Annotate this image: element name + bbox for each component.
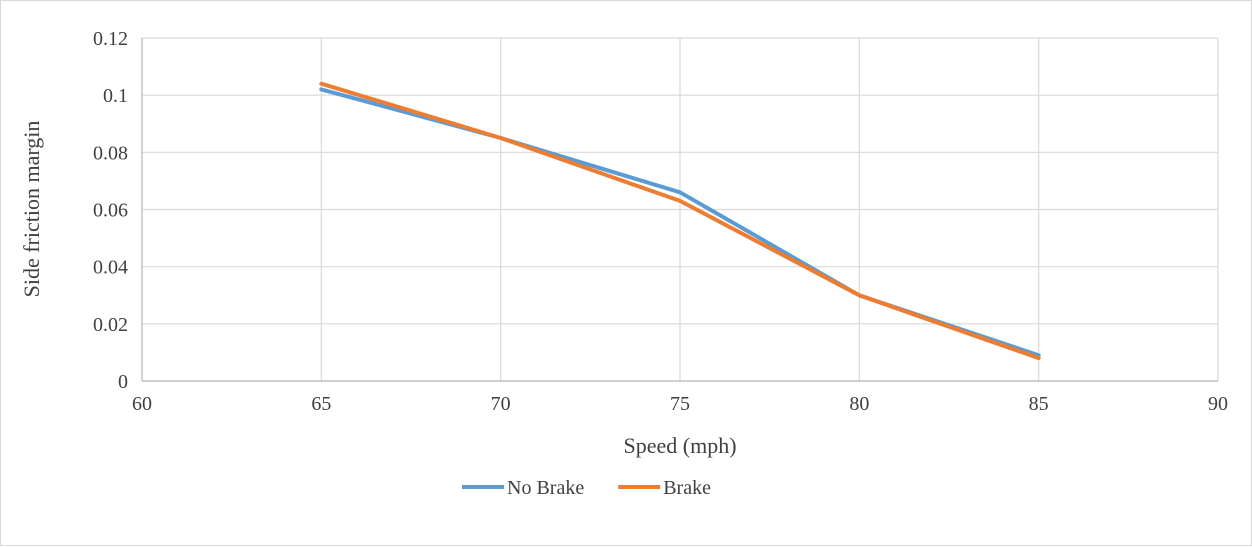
y-tick-label: 0.12 [93,28,128,50]
x-tick-label: 80 [849,393,869,415]
y-tick-label: 0.08 [93,142,128,164]
y-tick-label: 0.02 [93,314,128,336]
y-tick-label: 0.04 [93,257,128,279]
x-tick-label: 85 [1029,393,1049,415]
y-axis-title: Side friction margin [19,121,44,298]
y-tick-label: 0.06 [93,200,128,222]
series-layer [319,81,1041,361]
x-tick-label: 70 [491,393,511,415]
y-tick-label: 0 [118,371,128,393]
legend-label: Brake [663,477,711,499]
x-axis-title: Speed (mph) [623,433,736,458]
legend-label: No Brake [507,477,584,499]
x-tick-label: 60 [132,393,152,415]
legend: No Brake Brake [462,477,711,499]
legend-item-no-brake: No Brake [462,477,584,499]
x-tick-label: 65 [311,393,331,415]
y-tick-label: 0.1 [103,85,128,107]
x-tick-label: 75 [670,393,690,415]
series-line-brake [319,81,1041,361]
x-tick-label: 90 [1208,393,1228,415]
axes [141,38,1218,382]
legend-item-brake: Brake [618,477,711,499]
tick-labels: 0 0.02 0.04 0.06 0.08 0.1 0.12 60 65 70 75 80 85 90 [93,28,1228,415]
gridlines [142,37,1219,381]
